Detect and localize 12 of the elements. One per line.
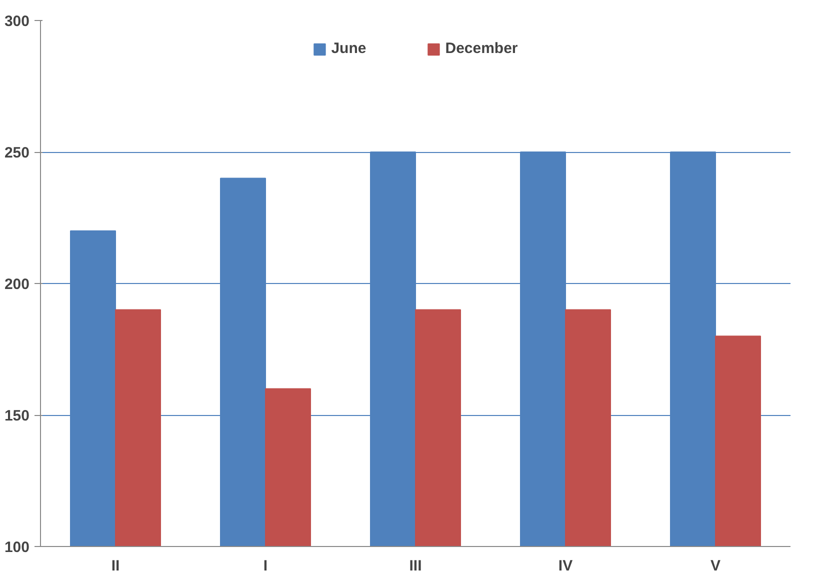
legend-label: December <box>445 40 518 57</box>
x-tick-label: III <box>409 558 422 574</box>
y-tick-label: 300 <box>4 13 30 30</box>
y-tick-label: 100 <box>4 539 30 556</box>
y-tick-label: 250 <box>4 144 30 162</box>
x-tick-label: I <box>263 558 268 574</box>
legend-label: June <box>331 40 366 57</box>
y-tick-label: 200 <box>4 276 30 293</box>
x-tick-label: IV <box>558 558 573 574</box>
x-tick-label: V <box>710 558 721 574</box>
y-tick-label: 150 <box>4 408 30 424</box>
x-tick-label: II <box>111 558 120 574</box>
